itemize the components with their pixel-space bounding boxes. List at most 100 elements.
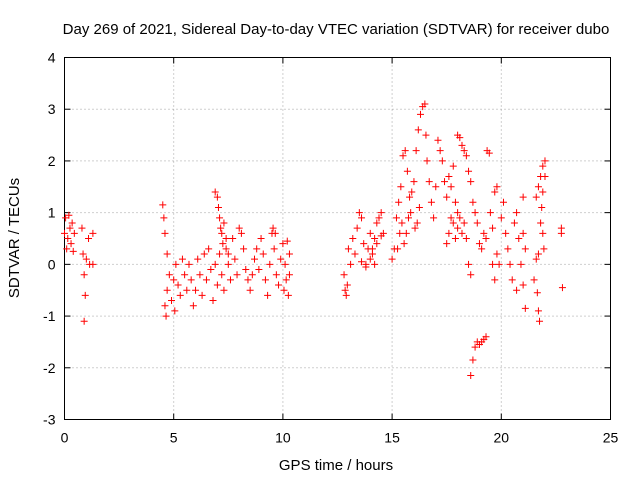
data-point bbox=[491, 188, 499, 196]
data-point bbox=[489, 260, 497, 268]
data-point bbox=[499, 198, 507, 206]
plot-frame bbox=[64, 57, 611, 420]
data-point bbox=[161, 302, 169, 310]
data-point bbox=[392, 214, 400, 222]
data-point bbox=[253, 245, 261, 253]
data-point bbox=[170, 276, 178, 284]
data-point bbox=[467, 271, 475, 279]
data-point bbox=[213, 281, 221, 289]
data-point bbox=[353, 224, 361, 232]
data-point bbox=[493, 250, 501, 258]
data-point bbox=[162, 312, 170, 320]
data-point bbox=[458, 141, 466, 149]
data-point bbox=[394, 245, 402, 253]
y-tick-label: -2 bbox=[43, 360, 56, 376]
data-point bbox=[454, 209, 462, 217]
data-point bbox=[493, 183, 501, 191]
data-point bbox=[344, 245, 352, 253]
data-point bbox=[366, 229, 374, 237]
data-point bbox=[425, 178, 433, 186]
x-tick-label: 5 bbox=[170, 430, 178, 446]
data-point bbox=[198, 291, 206, 299]
data-point bbox=[163, 250, 171, 258]
data-point bbox=[491, 276, 499, 284]
data-point bbox=[541, 157, 549, 165]
data-point bbox=[506, 260, 514, 268]
data-point bbox=[63, 245, 71, 253]
x-tick-label: 20 bbox=[494, 430, 510, 446]
data-point bbox=[504, 245, 512, 253]
x-tick-label: 15 bbox=[384, 430, 400, 446]
data-point bbox=[375, 214, 383, 222]
data-points bbox=[61, 100, 566, 380]
data-point bbox=[423, 157, 431, 165]
data-point bbox=[537, 219, 545, 227]
data-point bbox=[280, 286, 288, 294]
y-tick-label: 4 bbox=[48, 50, 56, 66]
y-tick-label: 1 bbox=[48, 205, 56, 221]
data-point bbox=[220, 219, 228, 227]
data-point bbox=[284, 291, 292, 299]
data-point bbox=[427, 198, 435, 206]
data-point bbox=[343, 281, 351, 289]
data-point bbox=[558, 284, 566, 292]
data-point bbox=[534, 183, 542, 191]
data-point bbox=[454, 224, 462, 232]
data-point bbox=[482, 235, 490, 242]
data-point bbox=[462, 152, 470, 160]
data-point bbox=[533, 289, 541, 297]
data-point bbox=[341, 286, 349, 294]
data-point bbox=[413, 219, 421, 227]
data-point bbox=[358, 258, 366, 266]
data-point bbox=[226, 276, 234, 284]
data-point bbox=[521, 304, 529, 312]
data-point bbox=[211, 188, 219, 196]
data-point bbox=[283, 237, 291, 245]
data-point bbox=[434, 136, 442, 144]
data-point bbox=[192, 286, 200, 294]
data-point bbox=[517, 260, 525, 268]
data-point bbox=[355, 209, 363, 217]
data-point bbox=[246, 286, 254, 294]
data-point bbox=[495, 260, 503, 268]
data-point bbox=[371, 235, 379, 242]
data-point bbox=[233, 271, 241, 279]
data-point bbox=[255, 266, 263, 274]
data-point bbox=[82, 255, 90, 263]
data-point bbox=[489, 224, 497, 232]
data-point bbox=[159, 201, 167, 209]
data-point bbox=[213, 193, 221, 201]
data-point bbox=[209, 297, 217, 305]
data-point bbox=[397, 183, 405, 191]
data-point bbox=[485, 149, 493, 157]
data-point bbox=[240, 245, 248, 253]
data-point bbox=[340, 271, 348, 279]
data-point bbox=[165, 271, 173, 279]
data-point bbox=[264, 291, 272, 299]
y-tick-label: 0 bbox=[48, 256, 56, 272]
y-tick-labels: -3 -2 -1 0 1 2 3 4 bbox=[43, 50, 56, 428]
data-point bbox=[475, 240, 483, 248]
data-point bbox=[275, 281, 283, 289]
data-point bbox=[445, 229, 453, 237]
data-point bbox=[436, 147, 444, 155]
data-point bbox=[447, 183, 455, 191]
data-point bbox=[460, 147, 468, 155]
data-point bbox=[89, 260, 97, 268]
data-point bbox=[272, 271, 280, 279]
data-point bbox=[451, 198, 459, 206]
axis-ticks bbox=[64, 57, 611, 420]
data-point bbox=[80, 317, 88, 325]
data-point bbox=[242, 266, 250, 274]
data-point bbox=[460, 219, 468, 227]
data-point bbox=[534, 250, 542, 258]
data-point bbox=[438, 157, 446, 165]
data-point bbox=[168, 297, 176, 305]
x-tick-labels: 0 5 10 15 20 25 bbox=[61, 430, 619, 446]
data-point bbox=[400, 240, 408, 248]
data-point bbox=[534, 307, 542, 315]
data-point bbox=[285, 250, 293, 258]
data-point bbox=[458, 229, 466, 237]
data-point bbox=[396, 229, 404, 237]
data-point bbox=[174, 281, 182, 289]
